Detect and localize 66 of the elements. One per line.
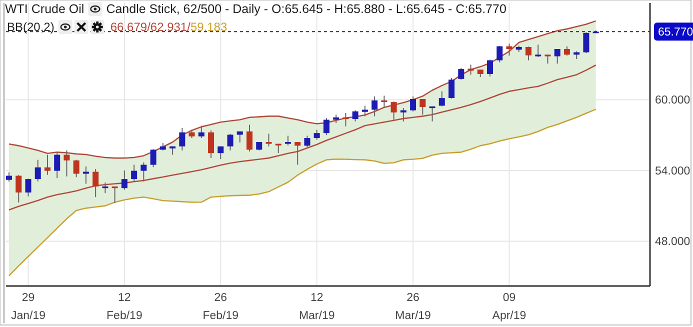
candlestick xyxy=(381,95,388,108)
candlestick xyxy=(342,112,349,127)
candlestick xyxy=(284,135,291,146)
candlestick xyxy=(564,46,570,56)
candlestick xyxy=(246,124,252,152)
annotation: 66.679/62.931/59.183 xyxy=(110,20,228,34)
candlestick xyxy=(73,159,80,178)
x-tick-label: 09 Apr/19 xyxy=(492,292,526,322)
candlestick xyxy=(400,108,406,122)
candlestick xyxy=(448,77,455,100)
candlestick xyxy=(468,64,474,76)
x-tick-label: 12 Feb/19 xyxy=(106,292,142,322)
annotation: BB(20,2) xyxy=(7,20,54,34)
candlestick xyxy=(458,67,464,80)
x-tick-label: 26 Mar/19 xyxy=(395,292,431,322)
candlestick xyxy=(150,148,156,168)
candlestick xyxy=(112,186,118,204)
candlestick xyxy=(34,159,41,182)
candlestick xyxy=(198,125,204,139)
candlestick xyxy=(121,170,128,190)
candlestick xyxy=(390,100,397,120)
candlestick xyxy=(487,59,493,77)
candlestick xyxy=(6,172,12,182)
candlestick xyxy=(372,96,378,117)
x-tick-label: 26 Feb/19 xyxy=(202,292,239,322)
candlestick xyxy=(294,142,301,166)
y-tick-label: 48.000 xyxy=(655,236,690,248)
candlestick xyxy=(82,166,89,184)
candlestick xyxy=(496,46,503,63)
candlestick xyxy=(16,174,22,204)
candlestick xyxy=(314,129,320,140)
ref-line-label: 65.770 xyxy=(658,26,693,39)
candlestick xyxy=(54,152,60,179)
candlestick xyxy=(102,182,108,194)
candlestick xyxy=(140,162,147,182)
candlestick xyxy=(131,164,138,182)
candlestick xyxy=(218,146,224,160)
candlestick xyxy=(227,133,234,151)
candlestick xyxy=(25,178,32,197)
candlestick xyxy=(429,106,436,122)
candlestick xyxy=(179,127,186,151)
candlestick xyxy=(554,48,560,64)
candlestick xyxy=(64,150,70,177)
candlestick xyxy=(438,90,445,107)
line-series xyxy=(8,108,596,277)
candlestick xyxy=(525,46,532,61)
x-tick-label: 12 Mar/19 xyxy=(298,292,335,322)
chart-title: WTI Crude Oil xyxy=(5,2,84,16)
candlestick xyxy=(362,105,368,117)
candlestick xyxy=(44,154,50,176)
y-tick-label: 54.000 xyxy=(655,165,690,178)
candlestick xyxy=(323,118,330,136)
chart-subtitle: Candle Stick, 62/500 - Daily - O:65.645 - H:65.880 - L:65.645 - C:65.770 xyxy=(106,2,506,16)
candlestick xyxy=(92,168,99,198)
y-tick-label: 60.000 xyxy=(655,94,690,107)
candlestick xyxy=(304,135,310,148)
candlestick xyxy=(506,43,512,56)
line-series xyxy=(8,64,596,210)
candlestick xyxy=(266,133,272,147)
candlestick xyxy=(420,98,426,116)
candlestick xyxy=(208,130,214,159)
candlestick xyxy=(410,96,416,112)
candlestick xyxy=(352,110,358,122)
candlestick xyxy=(535,44,542,58)
x-tick-label: 29 Jan/19 xyxy=(10,292,46,322)
candlestick xyxy=(583,32,590,54)
